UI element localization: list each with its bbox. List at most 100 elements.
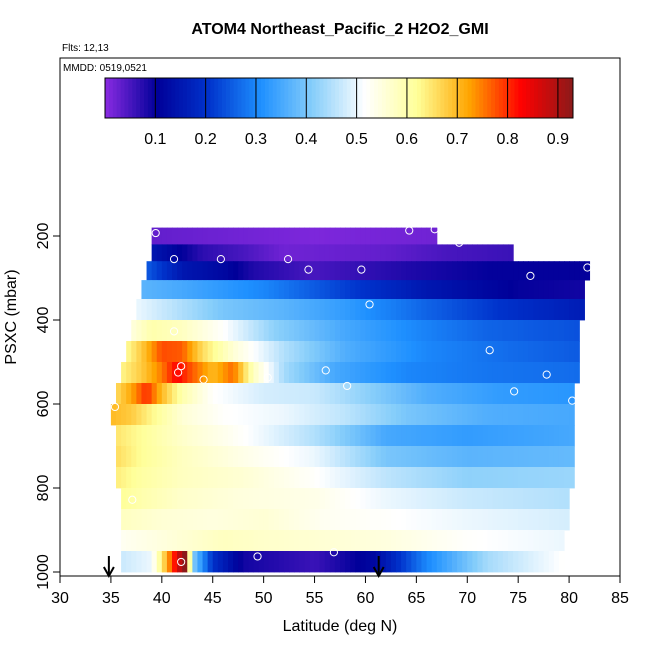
- flight-marker: [177, 557, 186, 567]
- x-axis-label: Latitude (deg N): [283, 618, 398, 635]
- heatmap-cell: [401, 244, 407, 262]
- heatmap-cell: [502, 551, 509, 573]
- heatmap-cell: [284, 425, 290, 447]
- heatmap-cell: [441, 320, 448, 342]
- heatmap-cell: [370, 227, 377, 245]
- heatmap-cell: [207, 261, 214, 281]
- heatmap-cell: [416, 280, 423, 300]
- heatmap-cell: [518, 383, 524, 405]
- heatmap-cell: [401, 425, 407, 447]
- heatmap-cell: [166, 362, 173, 384]
- heatmap-cell: [457, 530, 463, 552]
- heatmap-cell: [273, 551, 280, 573]
- heatmap-cell: [370, 383, 377, 405]
- heatmap-cell: [569, 280, 575, 300]
- heatmap-cell: [258, 299, 265, 321]
- heatmap-cell: [569, 446, 575, 468]
- flight-marker: [430, 225, 439, 234]
- heatmap-cell: [151, 341, 158, 363]
- flight-marker: [169, 255, 179, 264]
- heatmap-cell: [228, 530, 234, 552]
- heatmap-cell: [477, 362, 484, 384]
- heatmap-cell: [309, 467, 316, 489]
- heatmap-cell: [268, 362, 275, 384]
- heatmap-cell: [253, 341, 260, 363]
- colorbar-swatch: [124, 78, 129, 118]
- heatmap-cell: [385, 320, 392, 342]
- heatmap-cell: [192, 488, 199, 510]
- heatmap-cell: [467, 551, 473, 573]
- heatmap-cell: [151, 530, 158, 552]
- heatmap-cell: [345, 530, 351, 552]
- heatmap-cell: [294, 530, 300, 552]
- heatmap-cell: [436, 446, 443, 468]
- heatmap-cell: [441, 299, 448, 321]
- heatmap-cell: [324, 362, 331, 384]
- heatmap-cell: [334, 551, 341, 573]
- heatmap-cell: [217, 404, 224, 426]
- heatmap-cell: [543, 467, 550, 489]
- heatmap-cell: [518, 362, 524, 384]
- heatmap-cell: [441, 467, 448, 489]
- heatmap-cell: [543, 383, 550, 405]
- flight-marker: [321, 366, 330, 375]
- heatmap-cell: [314, 488, 321, 510]
- heatmap-cell: [523, 404, 529, 426]
- flight-marker: [304, 265, 313, 274]
- heatmap-cell: [502, 261, 509, 281]
- heatmap-cell: [502, 467, 509, 489]
- heatmap-cell: [426, 425, 433, 447]
- heatmap-cell: [452, 299, 458, 321]
- heatmap-cell: [543, 299, 550, 321]
- heatmap-cell: [385, 446, 392, 468]
- heatmap-cell: [248, 320, 255, 342]
- heatmap-cell: [207, 404, 214, 426]
- heatmap-cell: [533, 509, 540, 531]
- heatmap-cell: [472, 341, 479, 363]
- heatmap-cell: [222, 261, 229, 281]
- heatmap-cell: [360, 244, 367, 262]
- heatmap-cell: [304, 404, 311, 426]
- heatmap-cell: [492, 244, 499, 262]
- heatmap-cell: [350, 299, 356, 321]
- heatmap-cell: [375, 425, 382, 447]
- heatmap-cell: [533, 467, 540, 489]
- heatmap-cell: [253, 446, 260, 468]
- heatmap-cell: [304, 227, 311, 245]
- heatmap-cell: [284, 467, 290, 489]
- colorbar-swatch: [222, 78, 227, 118]
- heatmap-cell: [314, 320, 321, 342]
- heatmap-cell: [156, 404, 163, 426]
- heatmap-cell: [482, 467, 489, 489]
- heatmap-cell: [212, 261, 219, 281]
- heatmap-cell: [528, 383, 535, 405]
- heatmap-cell: [166, 320, 173, 342]
- heatmap-cell: [314, 244, 321, 262]
- heatmap-cell: [151, 280, 158, 300]
- heatmap-cell: [258, 261, 265, 281]
- heatmap-cell: [548, 488, 555, 510]
- heatmap-cell: [294, 244, 300, 262]
- colorbar-swatch: [280, 78, 285, 118]
- heatmap-cell: [238, 261, 244, 281]
- heatmap-cell: [299, 425, 305, 447]
- heatmap-cell: [217, 362, 224, 384]
- heatmap-cell: [482, 488, 489, 510]
- heatmap-cell: [258, 320, 265, 342]
- heatmap-cell: [558, 446, 565, 468]
- heatmap-cell: [278, 341, 285, 363]
- heatmap-cell: [294, 383, 300, 405]
- flight-marker: [357, 265, 366, 274]
- heatmap-cell: [243, 467, 249, 489]
- heatmap-cell: [564, 425, 570, 447]
- heatmap-cell: [299, 261, 305, 281]
- heatmap-cell: [202, 320, 209, 342]
- heatmap-cell: [467, 404, 473, 426]
- heatmap-cell: [258, 551, 265, 573]
- heatmap-cell: [390, 280, 397, 300]
- heatmap-cell: [497, 425, 504, 447]
- heatmap-cell: [131, 341, 137, 363]
- heatmap-cell: [472, 261, 479, 281]
- heatmap-cell: [243, 404, 249, 426]
- heatmap-cell: [294, 227, 300, 245]
